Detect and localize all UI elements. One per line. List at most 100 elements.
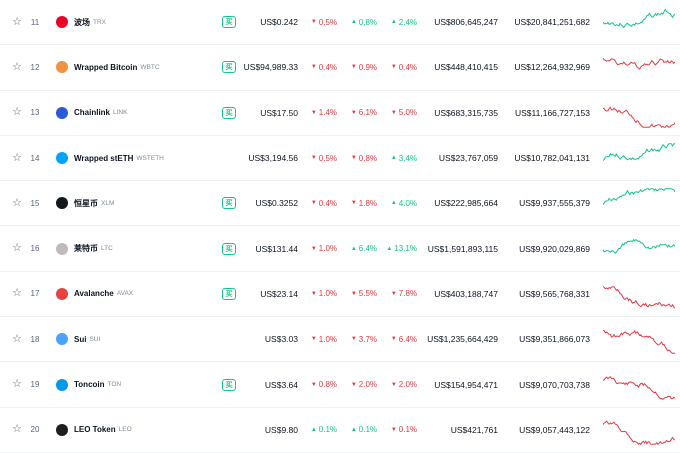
change-24h: ▼ 0.8%	[350, 153, 377, 163]
change-arrow-icon: ▲	[310, 426, 317, 433]
market-cap: US$1,591,893,115	[427, 243, 498, 254]
table-row[interactable]: ☆ 20 LEO Token LEO US$9.80 ▲ 0.1% ▲ 0.1% ▼…	[0, 408, 680, 453]
change-arrow-icon: ▲	[390, 155, 397, 162]
coin-link[interactable]: Sui SUI	[56, 317, 206, 361]
change-1h: ▼ 1.4%	[310, 108, 337, 118]
volume-24h: US$10,782,041,131	[514, 153, 590, 164]
buy-cell: 买	[221, 91, 237, 135]
change-1h: ▼ 1.0%	[310, 244, 337, 254]
change-24h: ▲ 0.1%	[350, 425, 377, 435]
watchlist-star-icon[interactable]: ☆	[12, 287, 22, 300]
change-arrow-icon: ▼	[390, 64, 397, 71]
watchlist-star-icon[interactable]: ☆	[12, 106, 22, 119]
coin-link[interactable]: 波场 TRX	[56, 0, 206, 44]
market-cap: US$448,410,415	[434, 62, 498, 73]
volume-24h: US$9,565,768,331	[519, 288, 590, 299]
coin-name: Toncoin	[74, 380, 105, 390]
price: US$3.03	[264, 334, 298, 345]
coin-name: Wrapped stETH	[74, 153, 134, 163]
watchlist-star-icon[interactable]: ☆	[12, 15, 22, 28]
buy-button[interactable]: 买	[222, 106, 236, 119]
change-7d: ▼ 7.8%	[390, 289, 417, 299]
sparkline-7d	[603, 226, 675, 270]
change-1h: ▼ 0.4%	[310, 198, 337, 208]
watchlist-star-icon[interactable]: ☆	[12, 196, 22, 209]
volume-24h: US$9,920,029,869	[519, 243, 590, 254]
coin-symbol: LINK	[113, 109, 128, 117]
rank-number: 15	[30, 198, 40, 208]
sparkline-7d	[603, 181, 675, 225]
change-arrow-icon: ▼	[350, 64, 357, 71]
change-arrow-icon: ▼	[310, 109, 317, 116]
table-row[interactable]: ☆ 18 Sui SUI US$3.03 ▼ 1.0% ▼ 3.7% ▼ 6.4% U…	[0, 317, 680, 363]
change-arrow-icon: ▼	[350, 336, 357, 343]
table-row[interactable]: ☆ 13 Chainlink LINK 买 US$17.50 ▼ 1.4% ▼ 6.…	[0, 91, 680, 136]
stellar-icon	[56, 197, 68, 210]
change-7d: ▲ 3.4%	[390, 153, 417, 163]
coin-link[interactable]: Toncoin TON	[56, 362, 206, 406]
coin-link[interactable]: 莱特币 LTC	[56, 226, 206, 270]
change-7d: ▲ 13.1%	[386, 244, 417, 254]
volume-24h: US$9,070,703,738	[519, 379, 590, 390]
coin-link[interactable]: 恒星币 XLM	[56, 181, 206, 225]
watchlist-star-icon[interactable]: ☆	[12, 151, 22, 164]
table-row[interactable]: ☆ 15 恒星币 XLM 买 US$0.3252 ▼ 0.4% ▼ 1.8% ▲ 4.…	[0, 181, 680, 227]
change-arrow-icon: ▼	[310, 336, 317, 343]
sparkline-7d	[603, 362, 675, 406]
buy-cell: 买	[221, 0, 237, 44]
volume-24h: US$9,057,443,122	[519, 424, 590, 435]
change-arrow-icon: ▼	[310, 64, 317, 71]
volume-24h: US$12,264,932,969	[514, 62, 590, 73]
rank-number: 13	[30, 108, 40, 118]
buy-cell: 买	[221, 181, 237, 225]
coin-link[interactable]: Wrapped stETH WSTETH	[56, 136, 206, 180]
buy-button[interactable]: 买	[222, 242, 236, 255]
change-arrow-icon: ▲	[350, 19, 357, 26]
change-24h: ▼ 1.8%	[350, 198, 377, 208]
price: US$23.14	[260, 288, 298, 299]
watchlist-star-icon[interactable]: ☆	[12, 378, 22, 391]
wbtc-icon	[56, 61, 68, 74]
watchlist-star-icon[interactable]: ☆	[12, 242, 22, 255]
coin-link[interactable]: LEO Token LEO	[56, 408, 206, 452]
buy-button[interactable]: 买	[222, 378, 236, 391]
coin-link[interactable]: Chainlink LINK	[56, 91, 206, 135]
table-row[interactable]: ☆ 12 Wrapped Bitcoin WBTC 买 US$94,989.33…	[0, 45, 680, 91]
buy-button[interactable]: 买	[222, 287, 236, 300]
sparkline-7d	[603, 408, 675, 452]
coin-name: 莱特币	[74, 244, 98, 254]
watchlist-star-icon[interactable]: ☆	[12, 60, 22, 73]
watchlist-star-icon[interactable]: ☆	[12, 423, 22, 436]
coin-link[interactable]: Wrapped Bitcoin WBTC	[56, 45, 206, 89]
change-arrow-icon: ▲	[350, 426, 357, 433]
rank-number: 16	[30, 244, 40, 254]
price: US$9.80	[264, 424, 298, 435]
market-cap: US$222,985,664	[434, 198, 498, 209]
change-7d: ▼ 0.4%	[390, 62, 417, 72]
buy-button[interactable]: 买	[222, 16, 236, 29]
buy-button[interactable]: 买	[222, 197, 236, 210]
market-cap: US$1,235,664,429	[427, 334, 498, 345]
rank-number: 14	[30, 153, 40, 163]
sparkline-7d	[603, 317, 675, 361]
market-cap: US$806,645,247	[434, 17, 498, 28]
price: US$3,194.56	[248, 153, 298, 164]
buy-button[interactable]: 买	[222, 61, 236, 74]
table-row[interactable]: ☆ 19 Toncoin TON 买 US$3.64 ▼ 0.8% ▼ 2.0% ▼…	[0, 362, 680, 408]
change-arrow-icon: ▼	[310, 290, 317, 297]
change-arrow-icon: ▲	[390, 200, 397, 207]
change-1h: ▼ 0.5%	[310, 17, 337, 27]
table-row[interactable]: ☆ 11 波场 TRX 买 US$0.242 ▼ 0.5% ▲ 0.8% ▲ 2.4%…	[0, 0, 680, 46]
table-row[interactable]: ☆ 16 莱特币 LTC 买 US$131.44 ▼ 1.0% ▲ 6.4% ▲ 13…	[0, 226, 680, 272]
table-row[interactable]: ☆ 14 Wrapped stETH WSTETH US$3,194.56 ▼ 0…	[0, 136, 680, 182]
watchlist-star-icon[interactable]: ☆	[12, 332, 22, 345]
table-row[interactable]: ☆ 17 Avalanche AVAX 买 US$23.14 ▼ 1.0% ▼ 5.…	[0, 272, 680, 318]
change-1h: ▼ 0.4%	[310, 62, 337, 72]
coin-symbol: XLM	[101, 199, 115, 207]
buy-cell: 买	[221, 362, 237, 406]
rank-number: 12	[30, 62, 40, 72]
change-24h: ▲ 0.8%	[350, 17, 377, 27]
coin-link[interactable]: Avalanche AVAX	[56, 272, 206, 316]
rank-number: 19	[30, 380, 40, 390]
